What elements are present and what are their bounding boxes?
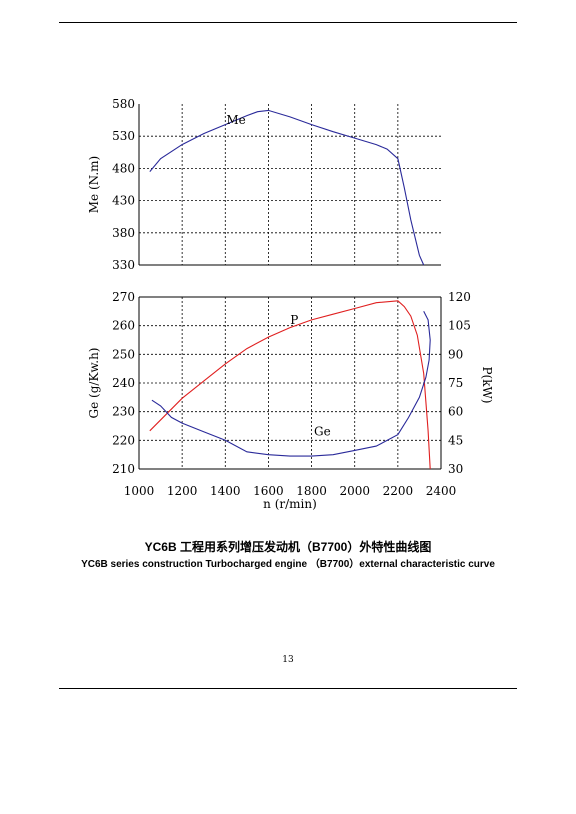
x-tick-label: 1200: [167, 484, 198, 498]
y-tick-label: 250: [112, 347, 135, 361]
page-number: 13: [282, 655, 294, 665]
x-tick-label: 2200: [383, 484, 414, 498]
y-tick-label: 380: [112, 226, 135, 240]
y2-tick-label: 120: [448, 290, 471, 304]
y-axis-label: Ge (g/Kw.h): [87, 348, 101, 419]
x-tick-label: 2000: [339, 484, 370, 498]
y-tick-label: 210: [112, 462, 135, 476]
power-consumption-plot: 210 220 230 240 250 260 270 30 45 60 75 90 105 120 100…: [87, 290, 494, 511]
series-line-me: [149, 109, 425, 266]
y-tick-label: 580: [112, 97, 135, 111]
y-tick-label: 220: [112, 433, 135, 447]
y-axis-label: Me (N.m): [87, 156, 101, 214]
y2-tick-label: 30: [448, 462, 463, 476]
y2-tick-label: 45: [448, 433, 463, 447]
x-tick-label: 2400: [426, 484, 457, 498]
footer-rule: [59, 688, 517, 689]
y2-tick-label: 105: [448, 319, 471, 333]
y2-axis-label: P(kW): [480, 366, 494, 403]
torque-plot: 330 380 430 480 530 580 Me (N.m) Me: [87, 97, 441, 272]
series-line-ge: [151, 311, 431, 457]
x-axis-label: n (r/min): [263, 497, 317, 511]
y-tick-label: 330: [112, 258, 135, 272]
y2-tick-label: 75: [448, 376, 463, 390]
header-rule: [59, 22, 517, 23]
x-tick-label: 1400: [210, 484, 241, 498]
y-tick-label: 480: [112, 161, 135, 175]
x-tick-label: 1800: [296, 484, 327, 498]
annotation-label: Me: [226, 113, 245, 127]
y2-tick-label: 60: [448, 405, 463, 419]
y-tick-label: 430: [112, 194, 135, 208]
engine-characteristic-chart: 330 380 430 480 530 580 Me (N.m) Me 210 220 230 24…: [87, 97, 494, 511]
y-tick-label: 270: [112, 290, 135, 304]
caption-english: YC6B series construction Turbocharged en…: [81, 559, 495, 570]
annotation-label: Ge: [314, 425, 331, 439]
x-tick-label: 1600: [253, 484, 284, 498]
y-tick-label: 230: [112, 405, 135, 419]
y2-tick-label: 90: [448, 347, 463, 361]
x-tick-label: 1000: [124, 484, 155, 498]
y-tick-label: 260: [112, 319, 135, 333]
y-tick-label: 530: [112, 129, 135, 143]
annotation-label: P: [290, 313, 298, 327]
caption-chinese: YC6B 工程用系列增压发动机（B7700）外特性曲线图: [144, 540, 432, 554]
y-tick-label: 240: [112, 376, 135, 390]
series-line-p: [149, 300, 431, 470]
